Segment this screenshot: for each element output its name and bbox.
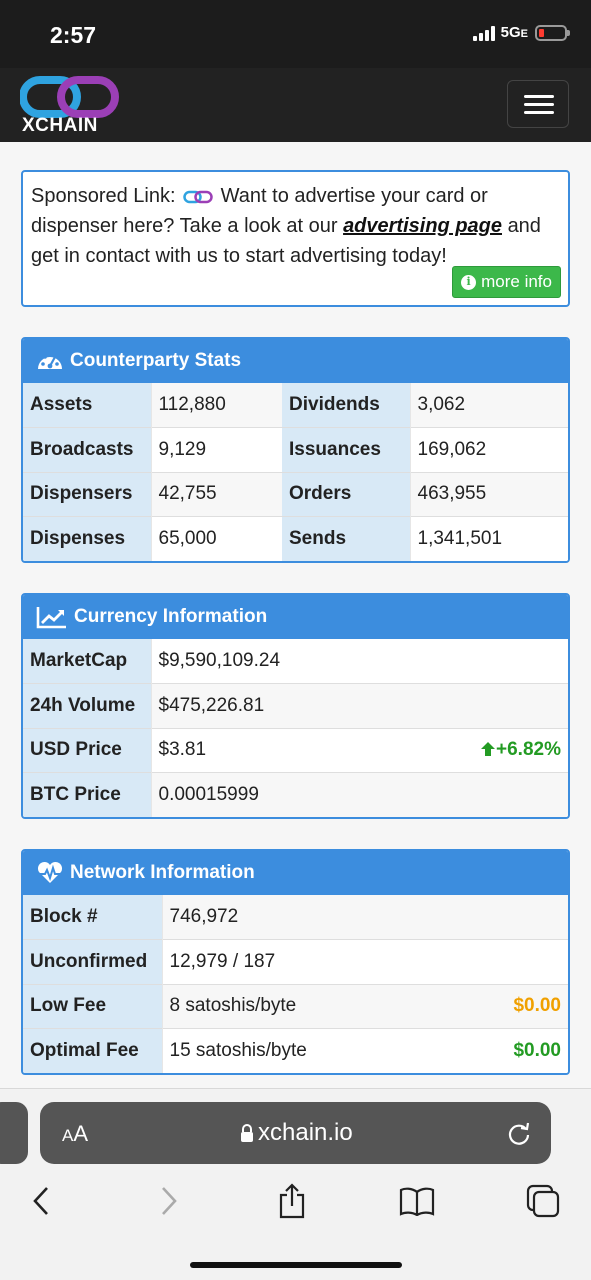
stat-value[interactable]: 9,129 [151, 427, 282, 472]
arrow-up-icon [481, 742, 496, 757]
status-indicators: 5GE [472, 24, 570, 41]
stat-label: Dispensers [23, 471, 152, 517]
home-indicator [190, 1262, 402, 1268]
counterparty-stats-panel: Counterparty Stats Assets 112,880 Dividend… [21, 337, 570, 563]
table-row: MarketCap $9,590,109.24 [23, 639, 568, 684]
browser-toolbar [0, 1181, 591, 1221]
dashboard-icon [38, 352, 62, 369]
network-type: 5GE [500, 24, 528, 41]
stat-label: Sends [282, 516, 411, 561]
sponsor-text-2: and get in contact with us to start adve… [31, 215, 541, 267]
stat-value[interactable]: 463,955 [410, 471, 568, 517]
status-time: 2:57 [50, 22, 97, 48]
network-information-panel: Network Information Block # 746,972 Unco… [21, 849, 570, 1075]
table-row: Unconfirmed 12,979 / 187 [23, 939, 568, 984]
lock-icon [241, 1124, 253, 1142]
currency-table: MarketCap $9,590,109.24 24h Volume $475,… [23, 639, 568, 817]
signal-icon [472, 25, 495, 41]
share-icon[interactable] [272, 1181, 312, 1221]
row-label: USD Price [23, 727, 152, 773]
table-row: Low Fee 8 satoshis/byte $0.00 [23, 983, 568, 1029]
table-row: 24h Volume $475,226.81 [23, 683, 568, 728]
address-bar[interactable]: AA xchain.io [40, 1102, 551, 1164]
line-chart-icon [36, 607, 66, 629]
status-bar: 2:57 5GE [0, 0, 591, 68]
price-change-value: +6.82% [496, 739, 561, 761]
panel-header: Network Information [23, 851, 568, 895]
stat-label: Dividends [282, 383, 411, 428]
advertising-page-link[interactable]: advertising page [343, 215, 502, 237]
stat-label: Orders [282, 471, 411, 517]
url-display[interactable]: xchain.io [240, 1119, 353, 1147]
xchain-logo[interactable] [20, 74, 120, 138]
btc-price-value: 0.00015999 [151, 772, 568, 817]
table-row: Dispenses 65,000 Sends 1,341,501 [23, 516, 568, 561]
reload-icon[interactable] [507, 1120, 531, 1146]
brand-name[interactable]: XCHAIN [22, 115, 98, 136]
sponsored-link-box: Sponsored Link: Want to advertise your c… [21, 170, 570, 307]
table-row: Optimal Fee 15 satoshis/byte $0.00 [23, 1028, 568, 1073]
stat-label: Assets [23, 383, 152, 428]
forward-icon[interactable] [149, 1181, 189, 1221]
panel-title: Currency Information [74, 606, 268, 627]
panel-title: Network Information [70, 862, 255, 883]
row-label: Low Fee [23, 983, 163, 1029]
row-label: Optimal Fee [23, 1028, 163, 1073]
table-row: Broadcasts 9,129 Issuances 169,062 [23, 427, 568, 472]
text-size-button[interactable]: AA [62, 1121, 89, 1146]
stat-value[interactable]: 65,000 [151, 516, 282, 561]
stat-value[interactable]: 1,341,501 [410, 516, 568, 561]
optimal-fee-usd: $0.00 [450, 1028, 568, 1073]
heartbeat-icon [37, 861, 63, 883]
row-label: Unconfirmed [23, 939, 163, 984]
battery-icon [535, 24, 570, 41]
panel-title: Counterparty Stats [70, 350, 242, 371]
menu-toggle-button[interactable] [507, 80, 569, 128]
sponsor-prefix: Sponsored Link: [31, 185, 176, 207]
network-table: Block # 746,972 Unconfirmed 12,979 / 187… [23, 895, 568, 1073]
row-label: MarketCap [23, 639, 152, 684]
sponsor-text-1: Want to advertise your card or dispenser… [31, 185, 488, 237]
tabs-icon[interactable] [523, 1181, 563, 1221]
bookmarks-icon[interactable] [397, 1181, 437, 1221]
usd-price-value: $3.81 [151, 727, 316, 773]
main-content: Sponsored Link: Want to advertise your c… [21, 170, 570, 1075]
low-fee-usd: $0.00 [450, 983, 568, 1029]
stat-value[interactable]: 42,755 [151, 471, 282, 517]
currency-information-panel: Currency Information MarketCap $9,590,10… [21, 593, 570, 819]
table-row: BTC Price 0.00015999 [23, 772, 568, 817]
price-change: +6.82% [315, 727, 568, 773]
optimal-fee-value: 15 satoshis/byte [162, 1028, 451, 1073]
row-label: 24h Volume [23, 683, 152, 728]
stat-value[interactable]: 3,062 [410, 383, 568, 428]
panel-header: Currency Information [23, 595, 568, 639]
back-icon[interactable] [21, 1181, 61, 1221]
navbar: XCHAIN [0, 68, 591, 142]
marketcap-value: $9,590,109.24 [151, 639, 568, 684]
stats-table: Assets 112,880 Dividends 3,062 Broadcasts 9,1… [23, 383, 568, 561]
row-label: Block # [23, 895, 163, 940]
table-row: Block # 746,972 [23, 895, 568, 940]
table-row: USD Price $3.81 +6.82% [23, 727, 568, 773]
stat-value[interactable]: 169,062 [410, 427, 568, 472]
table-row: Dispensers 42,755 Orders 463,955 [23, 471, 568, 517]
stat-label: Issuances [282, 427, 411, 472]
unconfirmed-value: 12,979 / 187 [162, 939, 568, 984]
stat-label: Broadcasts [23, 427, 152, 472]
block-value[interactable]: 746,972 [162, 895, 568, 940]
row-label: BTC Price [23, 772, 152, 817]
previous-tab[interactable] [0, 1102, 28, 1164]
volume-value: $475,226.81 [151, 683, 568, 728]
stat-value[interactable]: 112,880 [151, 383, 282, 428]
info-icon: i [461, 274, 477, 290]
more-info-button[interactable]: i more info [452, 266, 561, 298]
low-fee-value: 8 satoshis/byte [162, 983, 451, 1029]
more-info-label: more info [481, 272, 552, 291]
browser-chrome: AA xchain.io [0, 1088, 591, 1280]
chain-link-icon [183, 190, 213, 203]
stat-label: Dispenses [23, 516, 152, 561]
url-text: xchain.io [258, 1119, 353, 1146]
panel-header: Counterparty Stats [23, 339, 568, 383]
table-row: Assets 112,880 Dividends 3,062 [23, 383, 568, 428]
